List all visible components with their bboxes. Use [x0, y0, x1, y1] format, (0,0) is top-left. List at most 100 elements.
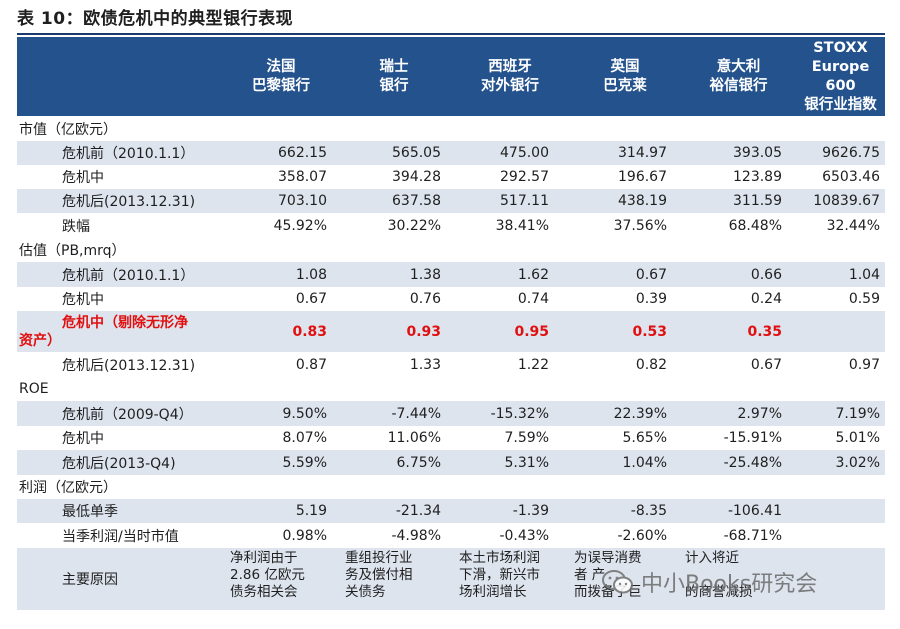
row-label: 危机中	[62, 431, 104, 447]
column-header: 英国 巴克莱	[603, 58, 647, 94]
table-cell: 0.74	[517, 291, 549, 307]
table-cell: 5.65%	[622, 430, 667, 446]
reason-cell: 净利润由于 2.86 亿欧元 债务相关会	[230, 550, 305, 600]
table-cell: 517.11	[500, 193, 549, 209]
table-row: 危机中（剔除无形净 资产） 0.83 0.93 0.95 0.53 0.35	[17, 311, 885, 352]
table-cell: 32.44%	[826, 217, 880, 234]
table-row-reasons: 主要原因 净利润由于 2.86 亿欧元 债务相关会 重组投行业 务及偿付相 关债…	[17, 548, 885, 610]
table-cell: 475.00	[500, 145, 549, 161]
table-cell: 30.22%	[387, 217, 441, 234]
table-cell: 0.97	[848, 356, 880, 373]
table-cell: -2.60%	[617, 527, 667, 544]
table-cell	[796, 499, 880, 523]
wechat-icon	[602, 570, 633, 594]
row-label: 危机中（剔除无形净	[62, 315, 188, 331]
column-header: 意大利 裕信银行	[709, 58, 768, 94]
reason-cell: 本土市场利润 下滑，新兴市 场利润增长	[459, 550, 540, 600]
table-cell: 3.02%	[835, 454, 880, 471]
table-cell: -1.39	[512, 503, 549, 519]
table-cell: 10839.67	[813, 193, 880, 209]
table-cell: -21.34	[395, 503, 441, 519]
row-label: 跌幅	[62, 218, 90, 235]
table-cell: 314.97	[618, 145, 667, 161]
row-label: 危机前（2009-Q4）	[62, 406, 193, 423]
table-cell: -8.35	[630, 503, 667, 519]
table-cell: 5.19	[295, 503, 327, 519]
column-header: 瑞士 银行	[379, 58, 409, 94]
table-cell: 37.56%	[613, 217, 667, 234]
table-cell: 358.07	[278, 169, 327, 185]
table-cell: 6503.46	[822, 169, 880, 185]
table-cell: 1.33	[409, 356, 441, 373]
table-cell: -4.98%	[391, 527, 441, 544]
table-cell: 703.10	[278, 193, 327, 209]
table-cell	[796, 311, 880, 352]
row-label: 危机中	[62, 292, 104, 308]
table-cell: 0.66	[750, 266, 782, 283]
table-cell: 11.06%	[387, 430, 441, 446]
table-cell: 0.35	[747, 323, 782, 340]
table-cell: 0.83	[292, 323, 327, 340]
section-label: 利润（亿欧元）	[19, 480, 117, 496]
row-label: 危机后(2013-Q4)	[62, 455, 176, 472]
table-cell: 0.82	[635, 356, 667, 373]
table-cell: 637.58	[392, 193, 441, 209]
table-cell: 22.39%	[613, 405, 667, 422]
table-cell: 0.67	[635, 266, 667, 283]
title-rule	[17, 33, 885, 35]
row-label: 危机前（2010.1.1）	[62, 146, 195, 162]
row-label: 主要原因	[62, 572, 118, 588]
watermark: 中小Books研究会	[601, 566, 817, 598]
table-cell: -7.44%	[391, 405, 441, 422]
table-cell: 9.50%	[282, 405, 327, 422]
table-cell: 7.59%	[504, 430, 549, 446]
table-cell: -25.48%	[723, 454, 782, 471]
table-cell: 38.41%	[495, 217, 549, 234]
row-label: 危机前（2010.1.1）	[62, 267, 195, 284]
table-cell: 0.39	[635, 291, 667, 307]
column-header: STOXX Europe 600 银行业指数	[804, 39, 877, 113]
table-cell: 1.04	[848, 266, 880, 283]
table-cell: 5.31%	[504, 454, 549, 471]
table-cell: 2.97%	[737, 405, 782, 422]
table-cell: 0.53	[632, 323, 667, 340]
table-row: 危机中 0.67 0.76 0.74 0.39 0.24 0.59	[17, 287, 885, 311]
row-label-continued: 资产）	[19, 333, 61, 349]
table-cell: 292.57	[500, 169, 549, 185]
column-header: 法国 巴黎银行	[252, 58, 310, 94]
table-cell: 0.95	[514, 323, 549, 340]
table-row: 危机前（2009-Q4） 9.50% -7.44% -15.32% 22.39%…	[17, 401, 885, 426]
column-header: 西班牙 对外银行	[481, 58, 539, 94]
table-row: 危机中 8.07% 11.06% 7.59% 5.65% -15.91% 5.0…	[17, 426, 885, 450]
row-label: 危机中	[62, 170, 104, 186]
row-label: 危机后(2013.12.31)	[62, 194, 196, 210]
section-row: 市值（亿欧元）	[17, 116, 885, 141]
row-label: 当季利润/当时市值	[62, 528, 179, 545]
table-cell: 1.04%	[622, 454, 667, 471]
table-row: 危机后(2013.12.31) 0.87 1.33 1.22 0.82 0.67…	[17, 352, 885, 377]
table-cell: 393.05	[733, 145, 782, 161]
table-cell: 1.22	[517, 356, 549, 373]
table-cell: 45.92%	[273, 217, 327, 234]
row-label: 危机后(2013.12.31)	[62, 357, 196, 374]
table-cell: 123.89	[733, 169, 782, 185]
table-cell: -15.32%	[490, 405, 549, 422]
table-cell: 196.67	[618, 169, 667, 185]
table-cell: 5.01%	[835, 430, 880, 446]
table-cell: 0.93	[406, 323, 441, 340]
table-cell: 9626.75	[822, 145, 880, 161]
table-row: 跌幅 45.92% 30.22% 38.41% 37.56% 68.48% 32…	[17, 213, 885, 238]
section-row: ROE	[17, 377, 885, 401]
table-row: 危机后(2013.12.31) 703.10 637.58 517.11 438…	[17, 189, 885, 213]
table-cell	[796, 523, 880, 548]
reason-cell: 重组投行业 务及偿付相 关债务	[345, 550, 413, 600]
table-cell: 8.07%	[282, 430, 327, 446]
row-label: 最低单季	[62, 504, 118, 520]
table-cell: 565.05	[392, 145, 441, 161]
table-header: 法国 巴黎银行 瑞士 银行 西班牙 对外银行 英国 巴克莱 意大利 裕信银行 S…	[17, 37, 885, 116]
section-label: 市值（亿欧元）	[19, 121, 117, 138]
reason-cell: 计入将近 的商誉减损	[685, 550, 753, 600]
watermark-text: 中小Books研究会	[641, 572, 818, 597]
section-label: ROE	[19, 381, 49, 397]
table-cell: 0.76	[409, 291, 441, 307]
